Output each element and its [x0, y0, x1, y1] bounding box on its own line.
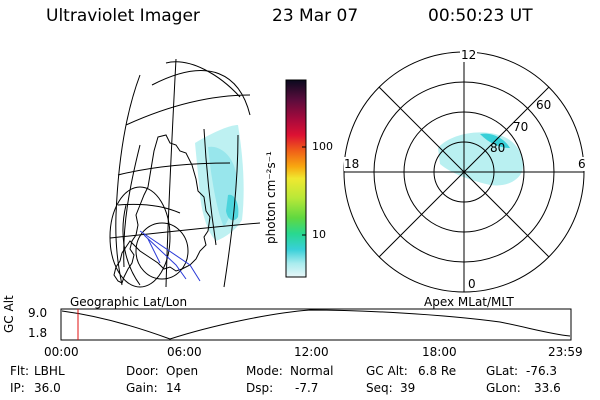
colorbar-tick-100: 100 [312, 140, 333, 153]
lat-label-80: 80 [490, 141, 506, 155]
mode-label: Mode: [246, 364, 283, 378]
altitude-ymin: 1.8 [28, 326, 48, 340]
altitude-curve [61, 309, 571, 340]
gain-value: 14 [166, 381, 182, 395]
geographic-label: Geographic Lat/Lon [70, 295, 188, 309]
geographic-map [109, 58, 260, 288]
ip-label: IP: [10, 381, 25, 395]
apex-label: Apex MLat/MLT [424, 295, 514, 309]
mlt-label-6: 6 [578, 157, 586, 171]
xtick-1200: 12:00 [294, 345, 329, 359]
mlt-label-18: 18 [344, 157, 360, 171]
colorbar-tick-10: 10 [312, 228, 326, 241]
seq-value: 39 [400, 381, 416, 395]
mlt-label-0: 0 [468, 277, 476, 291]
date-label: 23 Mar 07 [272, 6, 359, 26]
dsp-value: -7.7 [295, 381, 319, 395]
instrument-title: Ultraviolet Imager [46, 6, 200, 26]
mode-value: Normal [290, 364, 334, 378]
door-value: Open [166, 364, 199, 378]
gain-label: Gain: [126, 381, 158, 395]
time-label: 00:50:23 UT [428, 6, 533, 26]
lat-label-70: 70 [513, 120, 529, 134]
seq-label: Seq: [366, 381, 393, 395]
coastline [113, 134, 211, 284]
altitude-ymax: 9.0 [28, 306, 48, 320]
flt-value: LBHL [34, 364, 65, 378]
flt-label: Flt: [10, 364, 29, 378]
gcalt-value: 6.8 Re [418, 364, 457, 378]
dsp-label: Dsp: [246, 381, 274, 395]
altitude-ylabel: GC Alt [2, 295, 16, 333]
xtick-2359: 23:59 [548, 345, 583, 359]
glon-label: GLon: [486, 381, 521, 395]
gcalt-label: GC Alt: [366, 364, 408, 378]
glat-label: GLat: [486, 364, 519, 378]
colorbar [285, 79, 307, 278]
altitude-plot [60, 308, 572, 341]
door-label: Door: [126, 364, 159, 378]
xtick-1800: 18:00 [422, 345, 457, 359]
xtick-0000: 00:00 [44, 345, 79, 359]
lat-label-60: 60 [536, 98, 552, 112]
mlt-label-12: 12 [460, 48, 478, 62]
polar-plot [343, 51, 585, 293]
xtick-0600: 06:00 [167, 345, 202, 359]
colorbar-unit-label: photon cm⁻²s⁻¹ [264, 151, 278, 244]
ip-value: 36.0 [34, 381, 61, 395]
glon-value: 33.6 [534, 381, 561, 395]
glat-value: -76.3 [526, 364, 558, 378]
